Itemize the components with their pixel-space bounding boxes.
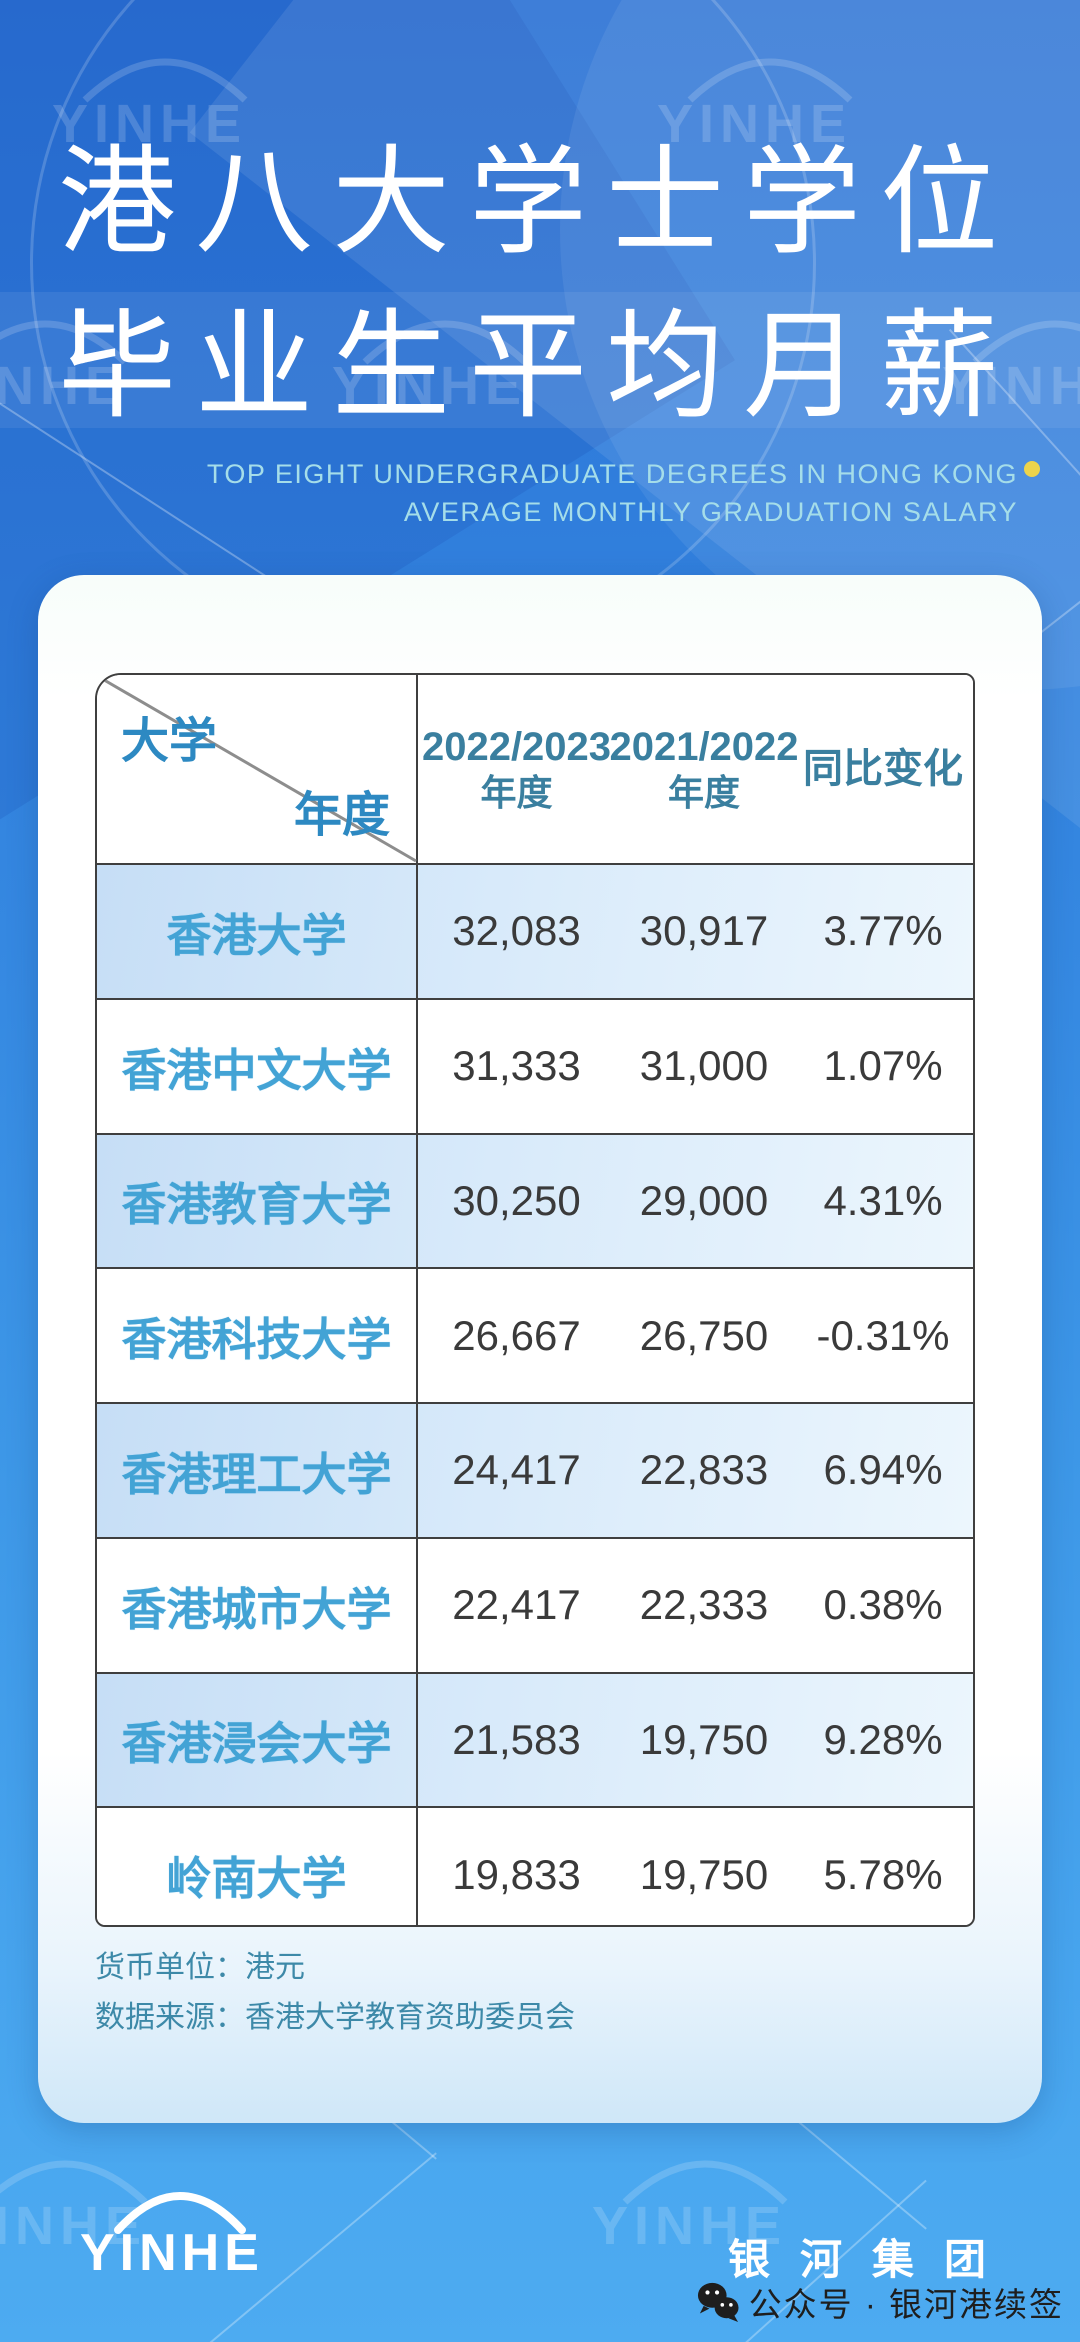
company-name: 银河集团 [727, 2236, 1016, 2283]
title-line-1: 港八大学士学位 [58, 137, 1018, 269]
university-name: 香港教育大学 [97, 1134, 418, 1268]
table-header-row: 大学 年度 2022/2023 年度 2021/2022 年度 同比变化 [97, 675, 973, 865]
university-name: 香港理工大学 [97, 1404, 418, 1537]
column-header-2022-2023: 2022/2023 年度 [421, 725, 612, 813]
title-block: 港八大学士学位 毕业生平均月薪 [58, 128, 1038, 442]
subtitle-line-2: AVERAGE MONTHLY GRADUATION SALARY [403, 497, 1018, 527]
table-row: 香港教育大学 30,250 29,000 4.31% [97, 1134, 973, 1270]
salary-table: 大学 年度 2022/2023 年度 2021/2022 年度 同比变化 香港大… [95, 673, 975, 1927]
table-row: 岭南大学 19,833 19,750 5.78% [97, 1808, 973, 1925]
yinhe-watermark: YINHE [0, 300, 170, 425]
svg-text:YINHE: YINHE [0, 356, 127, 416]
university-name: 香港中文大学 [97, 999, 418, 1133]
corner-label-year: 年度 [293, 789, 390, 842]
salary-2021-2022: 22,833 [639, 1446, 769, 1494]
salary-2022-2023: 32,083 [452, 907, 581, 955]
data-card: 大学 年度 2022/2023 年度 2021/2022 年度 同比变化 香港大… [38, 575, 1042, 2123]
source-note: 数据来源：香港大学教育资助委员会 [95, 2001, 575, 2034]
yoy-change: 1.07% [823, 1042, 943, 1090]
footnotes: 货币单位：港元 数据来源：香港大学教育资助委员会 [95, 1943, 575, 2043]
title-band [0, 292, 1080, 428]
currency-note: 货币单位：港元 [95, 1951, 305, 1984]
table-row: 香港浸会大学 21,583 19,750 9.28% [97, 1673, 973, 1809]
yoy-change: -0.31% [816, 1311, 950, 1359]
table-row: 香港理工大学 24,417 22,833 6.94% [97, 1404, 973, 1539]
yoy-change: 4.31% [823, 1176, 943, 1224]
yinhe-watermark: YINHE [580, 2140, 830, 2265]
salary-2021-2022: 19,750 [639, 1850, 769, 1898]
wechat-icon [697, 2282, 739, 2323]
salary-2022-2023: 21,583 [452, 1715, 581, 1763]
yinhe-watermark: YINHE [320, 300, 570, 425]
salary-2022-2023: 19,833 [452, 1850, 581, 1898]
yoy-change: 6.94% [823, 1446, 943, 1494]
title-line-2: 毕业生平均月薪 [58, 301, 1018, 433]
subtitle: TOP EIGHT UNDERGRADUATE DEGREES IN HONG … [207, 455, 1018, 531]
salary-2022-2023: 24,417 [452, 1446, 581, 1494]
yoy-change: 3.77% [823, 907, 943, 955]
wechat-account-label: 公众号 · 银河港续签 [748, 2286, 1064, 2323]
salary-2022-2023: 26,667 [452, 1311, 581, 1359]
subtitle-line-1: TOP EIGHT UNDERGRADUATE DEGREES IN HONG … [206, 459, 1018, 489]
salary-2022-2023: 30,250 [452, 1176, 581, 1224]
salary-2021-2022: 29,000 [639, 1176, 769, 1224]
svg-text:YINHE: YINHE [657, 94, 852, 154]
table-row: 香港科技大学 26,667 26,750 -0.31% [97, 1269, 973, 1404]
university-name: 香港浸会大学 [97, 1673, 418, 1807]
logo-arc [114, 2192, 246, 2234]
yinhe-watermark: YINHE [0, 2140, 190, 2265]
yinhe-logo: YINHE [70, 2178, 285, 2288]
corner-label-university: 大学 [121, 715, 218, 768]
table-corner-cell: 大学 年度 [97, 675, 418, 863]
salary-2021-2022: 26,750 [639, 1311, 769, 1359]
yoy-change: 0.38% [823, 1581, 943, 1629]
svg-text:YINHE: YINHE [592, 2196, 787, 2256]
yinhe-watermark: YINHE [40, 38, 290, 163]
salary-2021-2022: 31,000 [639, 1042, 769, 1090]
column-header-2021-2022: 2021/2022 年度 [609, 725, 799, 813]
table-row: 香港中文大学 31,333 31,000 1.07% [97, 999, 973, 1135]
column-header-change: 同比变化 [803, 747, 963, 791]
yoy-change: 9.28% [823, 1715, 943, 1763]
salary-2021-2022: 22,333 [639, 1581, 769, 1629]
yinhe-watermark: YINHE [645, 38, 895, 163]
university-name: 香港城市大学 [97, 1538, 418, 1672]
svg-text:YINHE: YINHE [52, 94, 247, 154]
salary-2022-2023: 22,417 [452, 1581, 581, 1629]
svg-text:YINHE: YINHE [942, 356, 1080, 416]
table-row: 香港大学 32,083 30,917 3.77% [97, 865, 973, 1000]
university-name: 岭南大学 [97, 1808, 418, 1925]
yoy-change: 5.78% [823, 1850, 943, 1898]
yinhe-watermark: YINHE [930, 300, 1080, 425]
wechat-badge: 公众号 · 银河港续签 [695, 2278, 1064, 2326]
salary-2021-2022: 19,750 [639, 1715, 769, 1763]
salary-2021-2022: 30,917 [639, 907, 769, 955]
yellow-dot [1024, 461, 1040, 477]
logo-text: YINHE [80, 2224, 264, 2282]
university-name: 香港科技大学 [97, 1269, 418, 1402]
diagonal-divider [98, 675, 417, 863]
svg-text:YINHE: YINHE [332, 356, 527, 416]
salary-2022-2023: 31,333 [452, 1042, 581, 1090]
table-row: 香港城市大学 22,417 22,333 0.38% [97, 1538, 973, 1674]
university-name: 香港大学 [97, 865, 418, 998]
